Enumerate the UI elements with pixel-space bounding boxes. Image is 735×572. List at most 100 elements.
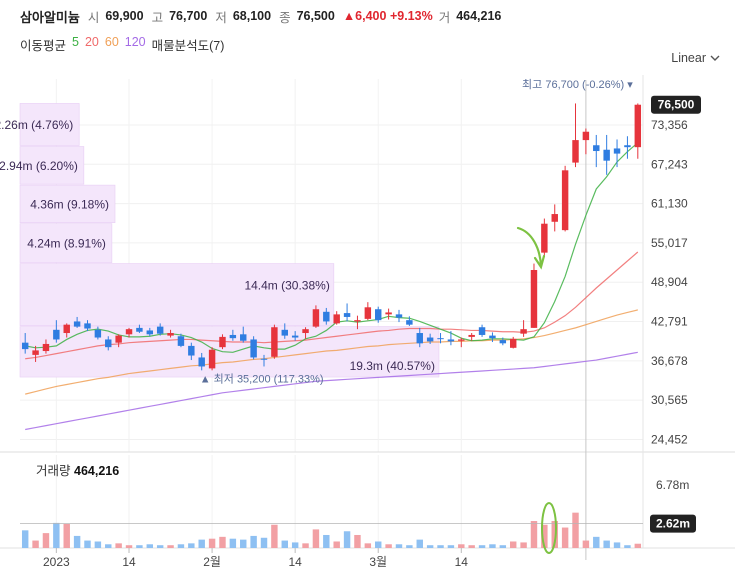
candle-body <box>333 314 340 324</box>
volume-bar <box>468 545 475 548</box>
ma60-line <box>25 309 638 395</box>
volume-bar <box>188 543 195 548</box>
candle-body <box>281 329 288 336</box>
price-change: ▲6,400 +9.13% <box>342 9 433 23</box>
low-label: 저 <box>215 10 227 25</box>
ma-120: 120 <box>124 35 146 49</box>
volume-bar <box>94 541 102 548</box>
volume-bar <box>478 545 486 548</box>
moving-average-lines <box>25 142 639 431</box>
candle-body <box>84 323 91 329</box>
candle-body <box>73 321 81 327</box>
volume-profile-label: 4.36m (9.18%) <box>30 197 109 211</box>
volume-bar <box>219 536 226 548</box>
volume-bar <box>343 531 351 548</box>
scale-select[interactable]: Linear <box>671 51 720 65</box>
volume-bar <box>105 544 112 548</box>
volume-bar <box>354 534 361 548</box>
candle-body <box>499 340 507 344</box>
candle-body <box>260 358 268 360</box>
volume-bar <box>84 540 91 548</box>
chevron-down-icon <box>710 55 720 61</box>
candle-body <box>561 170 569 231</box>
ma-5: 5 <box>72 35 79 49</box>
moving-average-legend[interactable]: 이동평균 5 20 60 120 매물분석도(7) <box>20 35 224 54</box>
volume-bars <box>20 512 643 548</box>
time-tick-label: 3월 <box>369 555 387 569</box>
volume-bar <box>240 539 247 548</box>
candle-body <box>156 326 164 334</box>
volume-bar <box>198 539 205 548</box>
candle-body <box>509 338 517 348</box>
hand-drawn-circle <box>541 502 557 554</box>
volume-bar <box>229 538 237 548</box>
volume-bar <box>551 521 558 548</box>
volume-bar <box>406 545 413 548</box>
candle-body <box>21 342 29 350</box>
candle-body <box>416 333 423 344</box>
volume-bar <box>136 545 143 548</box>
volume-profile-label: 4.24m (8.91%) <box>27 237 106 251</box>
volume-panel-label: 거래량 <box>36 464 71 478</box>
volume-bar <box>541 524 548 548</box>
volume-bar <box>250 535 257 548</box>
stock-name: 삼아알미늄 <box>20 9 80 25</box>
volume-profile-toggle[interactable]: 매물분석도(7) <box>151 39 225 53</box>
time-tick-label: 14 <box>455 555 469 569</box>
volume-bar <box>63 523 70 548</box>
candle-body <box>115 335 122 343</box>
current-price-tag <box>651 95 701 114</box>
volume-bar <box>260 537 268 548</box>
volume-bar <box>156 545 164 548</box>
high-price: 76,700 <box>169 9 208 23</box>
volume-bar <box>458 544 465 548</box>
volume-bar <box>312 529 320 548</box>
candle-body <box>219 336 226 348</box>
candle-body <box>105 339 112 348</box>
volume-bar <box>291 542 299 548</box>
candle-body <box>63 324 70 334</box>
price-tick-label: 42,791 <box>651 315 688 329</box>
volume-bar <box>561 527 569 548</box>
volume-bar <box>437 545 444 548</box>
candle-body <box>323 311 330 322</box>
volume-bar <box>520 542 527 548</box>
candle-body <box>478 327 486 335</box>
price-tick-label: 67,243 <box>651 157 688 171</box>
quote-header: 삼아알미늄 시 69,900 고 76,700 저 68,100 종 76,50… <box>20 6 503 26</box>
volume-bar <box>530 521 538 548</box>
candle-body <box>572 140 579 163</box>
volume-bar <box>572 512 579 548</box>
candle-body <box>250 339 257 358</box>
volume-bar <box>416 539 423 548</box>
candle-body <box>395 314 403 318</box>
candle-body <box>354 320 361 322</box>
candle-body <box>188 345 195 356</box>
volume-bar <box>603 540 610 548</box>
candle-body <box>375 309 382 321</box>
volume-bar <box>146 544 154 548</box>
candle-body <box>458 339 465 341</box>
axes: 73,356 67,243 61,130 55,017 48,904 42,791 36,6… <box>43 95 701 569</box>
candle-body <box>468 334 475 337</box>
candle-body <box>603 149 610 161</box>
price-tick-label: 55,017 <box>651 236 688 250</box>
volume-bar <box>177 544 185 548</box>
candle-body <box>271 327 278 357</box>
volume-bar <box>385 544 392 548</box>
candle-body <box>229 334 237 339</box>
candle-body <box>198 357 205 367</box>
volume-bar <box>364 543 372 548</box>
volume-label: 거 <box>438 10 451 25</box>
volume-bar <box>53 522 60 548</box>
candle-body <box>167 333 174 336</box>
volume-profile-bar <box>19 223 113 263</box>
price-tick-label: 36,678 <box>651 354 688 368</box>
volume-bar <box>375 541 382 548</box>
volume-bar <box>624 545 631 548</box>
candle-body <box>291 335 299 338</box>
candle-body <box>94 329 102 338</box>
candle-body <box>520 329 527 334</box>
candle-body <box>551 214 558 222</box>
